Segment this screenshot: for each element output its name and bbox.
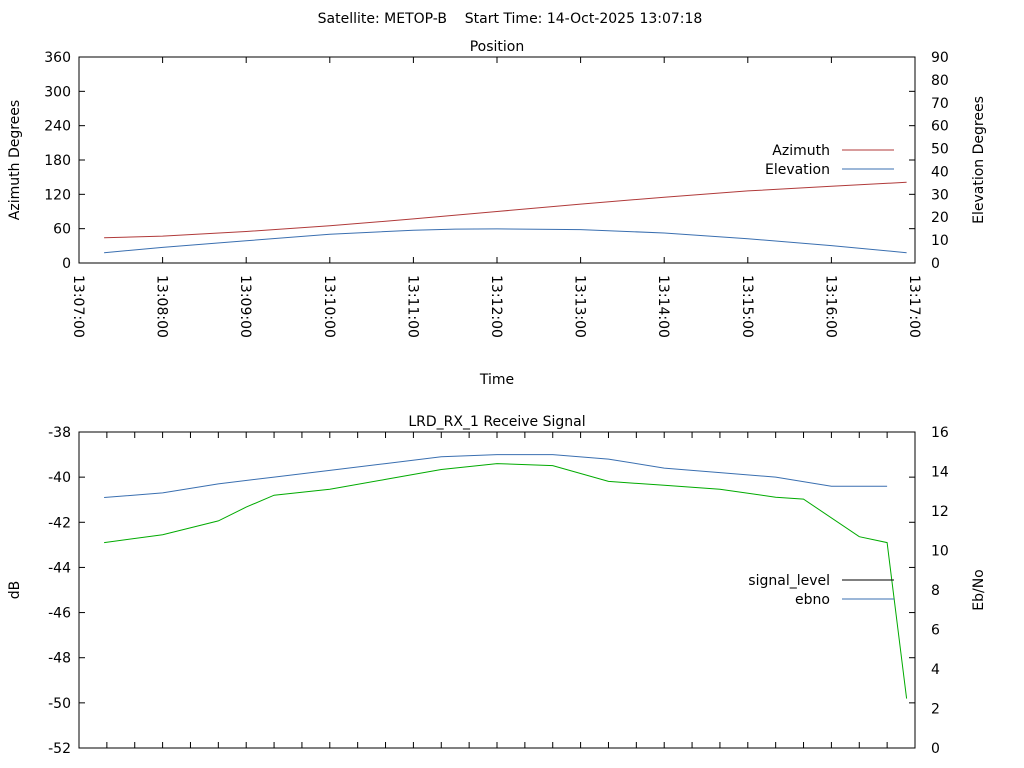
x-tick-label: 13:13:00 xyxy=(572,275,588,338)
x-tick-label: 13:12:00 xyxy=(488,275,504,338)
y-tick-label: 240 xyxy=(44,119,71,135)
y2-tick-label: 16 xyxy=(931,425,949,441)
y-tick-label: 120 xyxy=(44,187,71,203)
y2-tick-label: 20 xyxy=(931,210,949,226)
x-tick-label: 13:15:00 xyxy=(739,275,755,338)
y-axis-label: Azimuth Degrees xyxy=(7,100,23,220)
y2-tick-label: 70 xyxy=(931,96,949,112)
legend-label: Azimuth xyxy=(772,143,830,159)
y2-tick-label: 6 xyxy=(931,623,940,639)
series-line-signal-level xyxy=(104,454,888,498)
chart-title: LRD_RX_1 Receive Signal xyxy=(408,414,585,430)
series-line-Elevation xyxy=(104,228,907,254)
x-axis-label: Time xyxy=(479,372,514,388)
y2-tick-label: 0 xyxy=(931,256,940,272)
y2-axis-label: Eb/No xyxy=(971,569,987,611)
y-tick-label: -38 xyxy=(48,425,71,441)
y2-tick-label: 90 xyxy=(931,50,949,66)
y-tick-label: 0 xyxy=(62,256,71,272)
page-title: Satellite: METOP-B Start Time: 14-Oct-20… xyxy=(318,11,703,27)
signal-chart: LRD_RX_1 Receive Signal -52 -50 -48 -46 -44 -4… xyxy=(7,414,987,757)
y2-tick-label: 60 xyxy=(931,119,949,135)
y2-axis-label: Elevation Degrees xyxy=(971,96,987,224)
y-tick-label: -46 xyxy=(48,606,71,622)
legend-label: signal_level xyxy=(748,573,830,589)
series-line-ebno xyxy=(104,463,908,699)
x-tick-label: 13:08:00 xyxy=(154,275,170,338)
y-tick-label: 300 xyxy=(44,84,71,100)
y2-tick-label: 14 xyxy=(931,465,949,481)
y2-tick-label: 10 xyxy=(931,544,949,560)
y-tick-label: -48 xyxy=(48,651,71,667)
y2-tick-label: 0 xyxy=(931,741,940,757)
legend-label: ebno xyxy=(795,592,830,608)
y2-tick-label: 40 xyxy=(931,164,949,180)
y2-tick-label: 2 xyxy=(931,702,940,718)
x-tick-label: 13:07:00 xyxy=(70,275,86,338)
y-tick-label: 360 xyxy=(44,50,71,66)
legend-label: Elevation xyxy=(765,162,830,178)
y2-tick-label: 30 xyxy=(931,187,949,203)
x-tick-label: 13:11:00 xyxy=(404,275,420,338)
x-tick-label: 13:14:00 xyxy=(655,275,671,338)
position-chart: Position 0 60 120 180 240 300 360 0 10 20 30 40 50 60 7… xyxy=(7,39,987,388)
y-tick-label: -42 xyxy=(48,515,71,531)
x-tick-label: 13:17:00 xyxy=(906,275,922,338)
y2-tick-label: 80 xyxy=(931,73,949,89)
y-tick-label: -44 xyxy=(48,560,71,576)
x-tick-label: 13:10:00 xyxy=(321,275,337,338)
series-line-Azimuth xyxy=(104,181,907,239)
y-tick-label: -40 xyxy=(48,470,71,486)
y2-tick-label: 10 xyxy=(931,233,949,249)
plot-frame xyxy=(78,56,916,264)
y2-tick-label: 12 xyxy=(931,504,949,520)
x-tick-label: 13:09:00 xyxy=(237,275,253,338)
y-axis-label: dB xyxy=(7,581,23,600)
y-tick-label: 180 xyxy=(44,153,71,169)
y2-tick-label: 4 xyxy=(931,662,940,678)
y2-tick-label: 8 xyxy=(931,583,940,599)
y-tick-label: -50 xyxy=(48,696,71,712)
x-tick-label: 13:16:00 xyxy=(822,275,838,338)
y-tick-label: 60 xyxy=(53,222,71,238)
y2-tick-label: 50 xyxy=(931,142,949,158)
y-tick-label: -52 xyxy=(48,741,71,757)
chart-title: Position xyxy=(470,39,525,55)
